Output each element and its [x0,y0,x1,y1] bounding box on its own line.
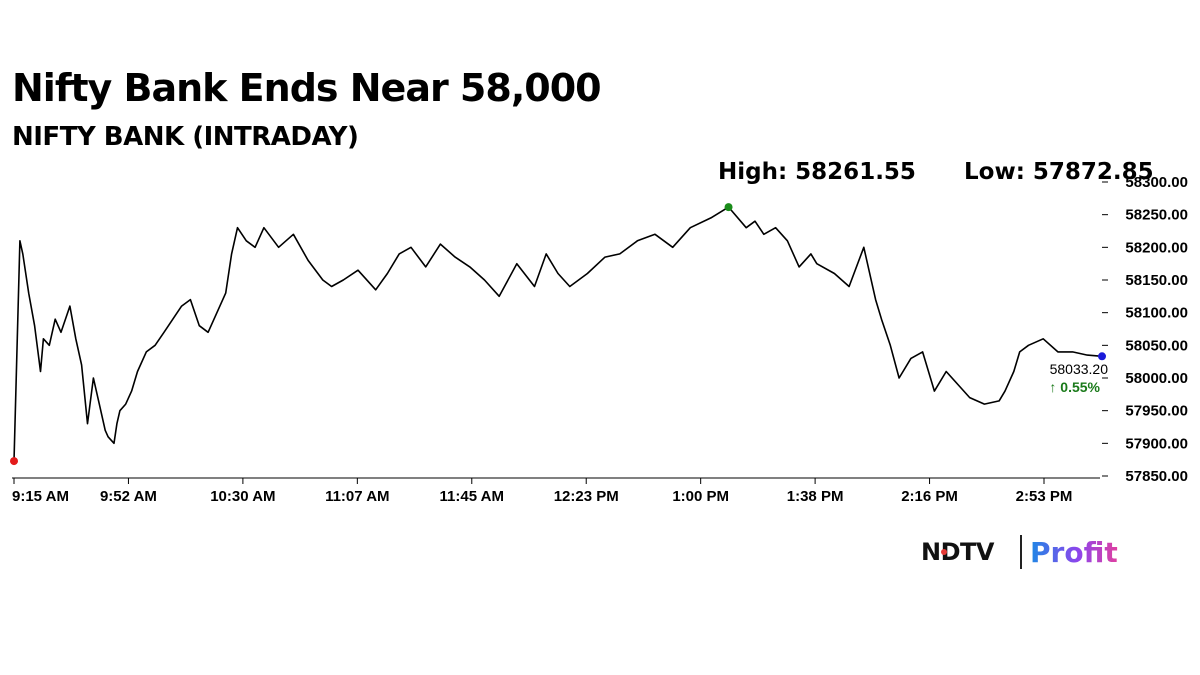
y-tick-label: 58250.00 [1125,207,1188,224]
y-tick-label: 57950.00 [1125,403,1188,420]
x-tick-label: 1:00 PM [672,488,729,505]
chart-headline: Nifty Bank Ends Near 58,000 [12,66,602,110]
price-line [13,206,1103,462]
logo-dot-icon [941,549,947,555]
logo-divider [1020,535,1022,569]
low-marker [10,457,18,466]
x-tick-label: 11:45 AM [440,488,504,505]
x-tick-label: 9:15 AM [12,488,69,505]
day-high-label: High: 58261.55 [718,159,916,185]
x-tick-label: 9:52 AM [100,488,157,505]
x-tick-label: 2:53 PM [1016,488,1073,505]
y-tick-label: 58300.00 [1125,174,1188,191]
x-tick-label: 10:30 AM [210,488,275,505]
y-tick-label: 58050.00 [1125,337,1188,354]
y-tick-label: 58000.00 [1125,370,1188,387]
day-low-label: Low: 57872.85 [964,159,1154,185]
change-percent-label: ↑ 0.55% [1049,379,1100,395]
x-tick-label: 11:07 AM [325,488,389,505]
y-tick-label: 58100.00 [1125,305,1188,322]
y-tick-label: 57850.00 [1125,468,1188,485]
high-marker [724,203,733,212]
y-tick-label: 58150.00 [1125,272,1188,289]
y-tick-label: 57900.00 [1125,435,1188,452]
x-tick-label: 1:38 PM [787,488,844,505]
last-price-marker [1098,352,1106,361]
x-axis-ticks: 9:15 AM 9:52 AM 10:30 AM 11:07 AM 11:45 AM 12… [12,478,1072,505]
x-tick-label: 2:16 PM [901,488,958,505]
x-tick-label: 12:23 PM [554,488,619,505]
profit-logo: Profit [1030,535,1118,569]
chart-subtitle: NIFTY BANK (INTRADAY) [12,122,359,152]
y-axis-ticks: 58300.00 58250.00 58200.00 58150.00 58100.00… [1102,174,1188,485]
last-price-label: 58033.20 [1050,361,1109,377]
y-tick-label: 58200.00 [1125,239,1188,256]
ndtv-logo: NDTV [921,538,994,566]
